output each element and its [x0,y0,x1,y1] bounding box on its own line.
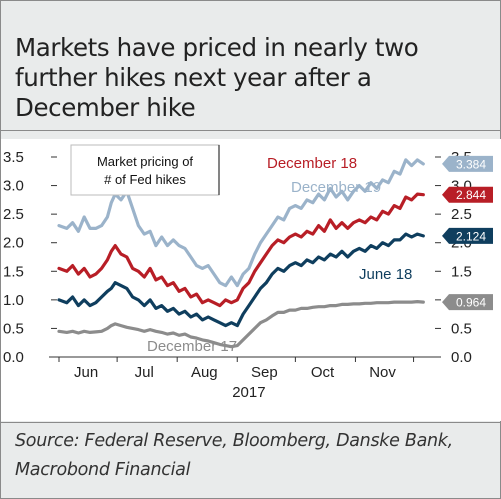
y-tick-label-right: 0.0 [451,349,472,366]
chart-title: Markets have priced in nearly two furthe… [15,33,419,122]
y-tick-label-right: 1.5 [451,263,472,280]
y-tick-label-left: 2.0 [3,235,24,252]
end-value-label-dec19: 3.384 [456,157,486,171]
end-value-tag-dec17 [442,294,493,311]
y-tick-label-left: 3.5 [3,149,24,166]
series-line-dec18 [57,192,425,308]
x-tick-label: Jul [135,364,154,381]
y-tick-label-left: 1.5 [3,263,24,280]
y-tick-label-right: 0.5 [451,320,472,337]
legend-box [70,144,220,196]
series-label-dec19: December 19 [291,179,381,196]
x-tick-label: Jun [74,364,98,381]
source-note: Source: Federal Reserve, Bloomberg, Dans… [15,431,453,480]
series-line-dec17 [57,300,425,349]
y-tick-label-right: 2.5 [451,206,472,223]
x-tick-label: Aug [191,364,218,381]
end-value-label-dec18: 2.844 [456,188,486,202]
series-label-dec17: December 17 [147,338,237,355]
x-tick-label: Sep [251,364,278,381]
series-line-dec19 [57,158,425,288]
end-value-label-dec17: 0.964 [456,296,486,310]
y-tick-label-left: 0.5 [3,320,24,337]
y-tick-label-left: 3.0 [3,178,24,195]
series-label-dec18: December 18 [267,155,357,172]
series-label-jun18: June 18 [359,266,412,283]
line-chart: 3.53.53.03.02.52.52.02.01.51.51.01.00.50… [3,144,493,401]
x-axis-label: 2017 [232,384,265,401]
legend-box-text: # of Fed hikes [104,172,186,187]
source-divider [1,422,501,423]
chart-area: 3.53.53.03.02.52.52.02.01.51.51.01.00.50… [1,139,501,421]
x-tick-label: Oct [311,364,335,381]
end-value-tag-jun18 [442,227,493,244]
y-tick-label-left: 2.5 [3,206,24,223]
end-value-label-jun18: 2.124 [456,229,486,243]
legend-box-text: Market pricing of [97,154,193,169]
title-divider [1,130,501,131]
y-tick-label-left: 0.0 [3,349,24,366]
y-tick-label-left: 1.0 [3,292,24,309]
x-tick-label: Nov [369,364,396,381]
series-line-jun18 [57,232,425,328]
end-value-tag-dec19 [442,155,493,172]
end-value-tag-dec18 [442,186,493,203]
